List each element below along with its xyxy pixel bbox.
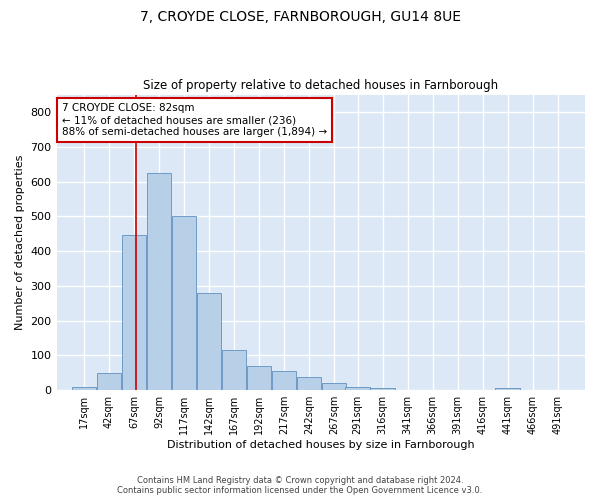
Bar [146, 173, 171, 390]
Bar [370, 388, 395, 390]
Bar [272, 371, 296, 390]
Text: 7 CROYDE CLOSE: 82sqm
← 11% of detached houses are smaller (236)
88% of semi-det: 7 CROYDE CLOSE: 82sqm ← 11% of detached … [62, 104, 327, 136]
Bar [221, 350, 246, 390]
Text: Contains HM Land Registry data © Crown copyright and database right 2024.
Contai: Contains HM Land Registry data © Crown c… [118, 476, 482, 495]
Bar [172, 216, 196, 390]
Bar [296, 377, 321, 390]
Text: 7, CROYDE CLOSE, FARNBOROUGH, GU14 8UE: 7, CROYDE CLOSE, FARNBOROUGH, GU14 8UE [139, 10, 461, 24]
X-axis label: Distribution of detached houses by size in Farnborough: Distribution of detached houses by size … [167, 440, 475, 450]
Bar [322, 382, 346, 390]
Bar [197, 293, 221, 390]
Bar [496, 388, 520, 390]
Bar [97, 373, 121, 390]
Title: Size of property relative to detached houses in Farnborough: Size of property relative to detached ho… [143, 79, 499, 92]
Bar [247, 366, 271, 390]
Bar [346, 386, 370, 390]
Y-axis label: Number of detached properties: Number of detached properties [15, 154, 25, 330]
Bar [122, 236, 146, 390]
Bar [72, 386, 96, 390]
